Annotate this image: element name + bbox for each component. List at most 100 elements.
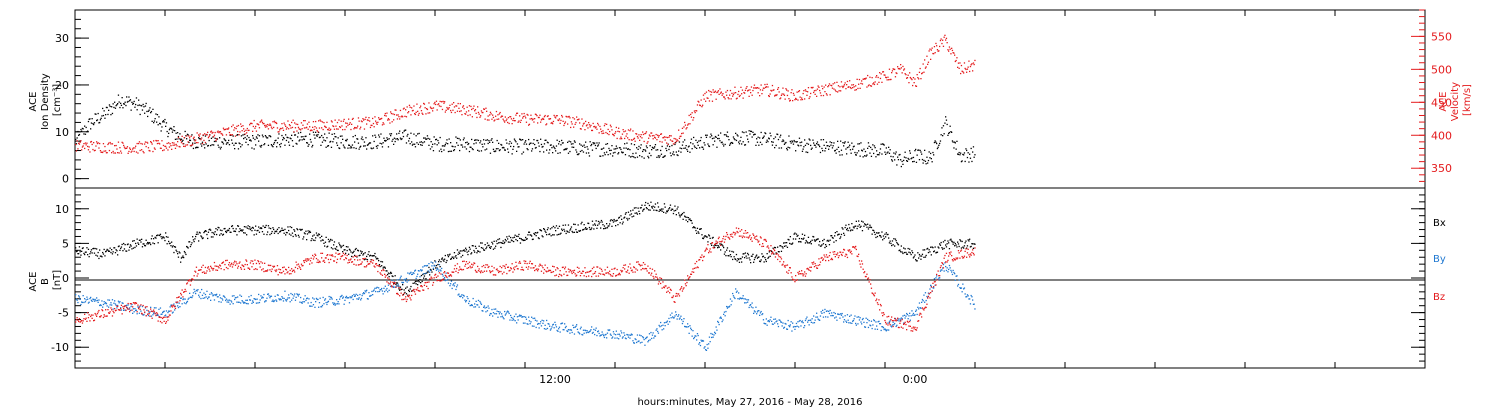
field-by-point [93,300,96,302]
density-point [636,147,638,149]
density-point [410,132,412,134]
field-by-point [855,322,857,325]
field-by-point [755,306,757,308]
field-by-point [792,326,795,328]
density-point [377,144,379,147]
field-bx-point [470,253,472,255]
field-by-point [413,272,415,275]
field-by-point [228,299,231,301]
field-by-point [785,323,787,325]
density-point [484,149,486,151]
field-by-point [708,336,711,338]
velocity-point [565,115,567,118]
density-point [349,147,351,149]
field-bx-point [616,219,618,221]
density-point [448,138,450,140]
density-point [179,133,181,135]
velocity-point [914,78,916,80]
field-bx-point [657,206,660,208]
density-point [459,139,461,141]
density-point [750,130,753,133]
field-by-point [371,290,373,293]
field-by-point [546,319,548,322]
density-point [324,140,327,142]
field-by-point [223,295,225,297]
field-bx-point [878,232,880,234]
density-point [229,134,231,136]
density-point [856,152,858,154]
velocity-point [341,125,343,127]
field-bx-point [312,239,315,241]
velocity-point [912,77,915,79]
field-by-point [657,330,659,333]
density-point [873,145,876,147]
field-bx-point [231,225,233,228]
field-by-point [451,287,453,290]
field-by-point [956,275,958,277]
field-bx-point [774,246,776,249]
velocity-point [444,111,446,113]
density-point [718,137,720,140]
field-bx-point [782,247,784,249]
density-point [735,139,738,142]
field-by-point [897,318,900,320]
field-by-point [957,283,960,286]
field-bx-point [747,254,750,256]
velocity-point [549,118,551,120]
field-by-point [655,329,657,331]
velocity-point [135,145,137,147]
velocity-point [345,122,347,124]
velocity-point [560,119,562,122]
density-point [676,154,678,156]
field-by-point [456,286,458,288]
velocity-point [534,118,536,120]
density-point [858,150,860,152]
velocity-point [86,142,88,144]
velocity-point [767,86,769,88]
field-bx-point [102,253,105,255]
field-by-point [847,319,849,321]
field-by-point [594,333,596,336]
density-point [697,144,699,146]
velocity-point [743,91,745,94]
field-bx-point [631,216,633,218]
field-by-point [399,277,402,279]
density-point [950,131,952,133]
field-by-point [284,290,286,292]
field-bx-point [81,247,84,250]
field-bx-point [752,253,754,255]
field-bx-point [768,256,770,258]
velocity-point [291,126,294,129]
density-point [838,151,840,153]
field-bx-point [78,246,81,248]
field-by-point [629,337,631,339]
velocity-point [475,112,477,114]
field-by-point [248,296,250,298]
velocity-point [789,99,791,101]
field-by-point [208,296,210,298]
field-bx-point [196,231,198,233]
field-bx-point [186,245,188,248]
density-point [956,140,958,142]
density-point [277,137,279,139]
field-bx-point [539,229,541,231]
density-point [863,148,865,150]
density-point [384,140,386,142]
field-by-point [565,325,567,328]
field-bx-point [580,223,582,225]
field-by-point [149,311,151,313]
velocity-point [969,70,971,73]
velocity-point [616,137,618,140]
field-bx-point [184,252,186,254]
velocity-point [421,112,423,114]
density-point [854,151,856,154]
field-bx-point [720,243,722,245]
field-bx-point [399,286,402,288]
velocity-point [802,92,804,95]
density-point [708,145,710,147]
field-bx-point [307,230,309,232]
velocity-point [393,113,396,116]
density-point [501,144,503,146]
field-by-point [446,279,448,281]
velocity-point [951,47,953,49]
